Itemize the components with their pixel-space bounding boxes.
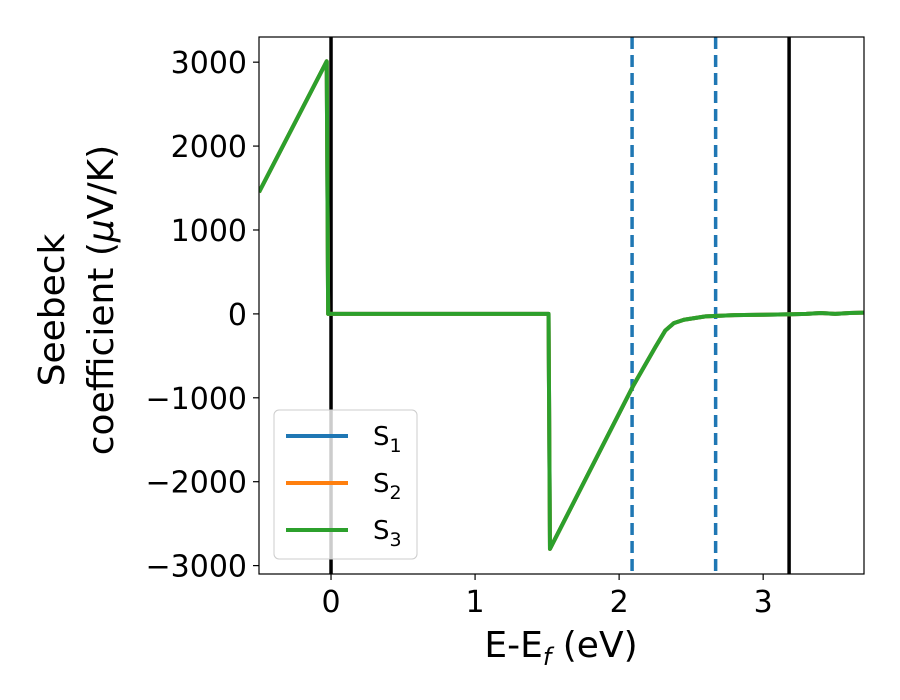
plot-frame bbox=[258, 36, 865, 575]
x-tick-label: 3 bbox=[754, 585, 773, 620]
y-tick-label: 2000 bbox=[171, 130, 247, 165]
x-tick-label: 0 bbox=[321, 585, 340, 620]
x-axis: 0 1 2 3 bbox=[321, 574, 773, 620]
y-tick-label: 0 bbox=[228, 298, 247, 333]
legend: S1 S2 S3 bbox=[273, 409, 418, 560]
y-axis: 3000 2000 1000 0 −1000 −2000 −3000 bbox=[146, 46, 259, 585]
legend-label-s1: S1 bbox=[373, 422, 402, 457]
x-tick-label: 1 bbox=[466, 585, 485, 620]
y-axis-label-line2: coefficient (μV/K) bbox=[81, 145, 122, 455]
y-axis-label-line1: Seebeck bbox=[32, 233, 73, 386]
x-tick-label: 2 bbox=[610, 585, 629, 620]
y-tick-label: −3000 bbox=[146, 550, 247, 585]
legend-label-s3: S3 bbox=[373, 516, 402, 551]
y-tick-label: 1000 bbox=[171, 214, 247, 249]
y-tick-label: −1000 bbox=[146, 382, 247, 417]
x-axis-label: E-Ef (eV) bbox=[484, 625, 637, 671]
y-tick-label: 3000 bbox=[171, 46, 247, 81]
y-axis-label: Seebeck coefficient (μV/K) bbox=[32, 145, 122, 455]
series-lines bbox=[259, 59, 864, 551]
legend-label-s2: S2 bbox=[373, 469, 402, 504]
series-line-s3 bbox=[259, 59, 864, 551]
y-tick-label: −2000 bbox=[146, 466, 247, 501]
